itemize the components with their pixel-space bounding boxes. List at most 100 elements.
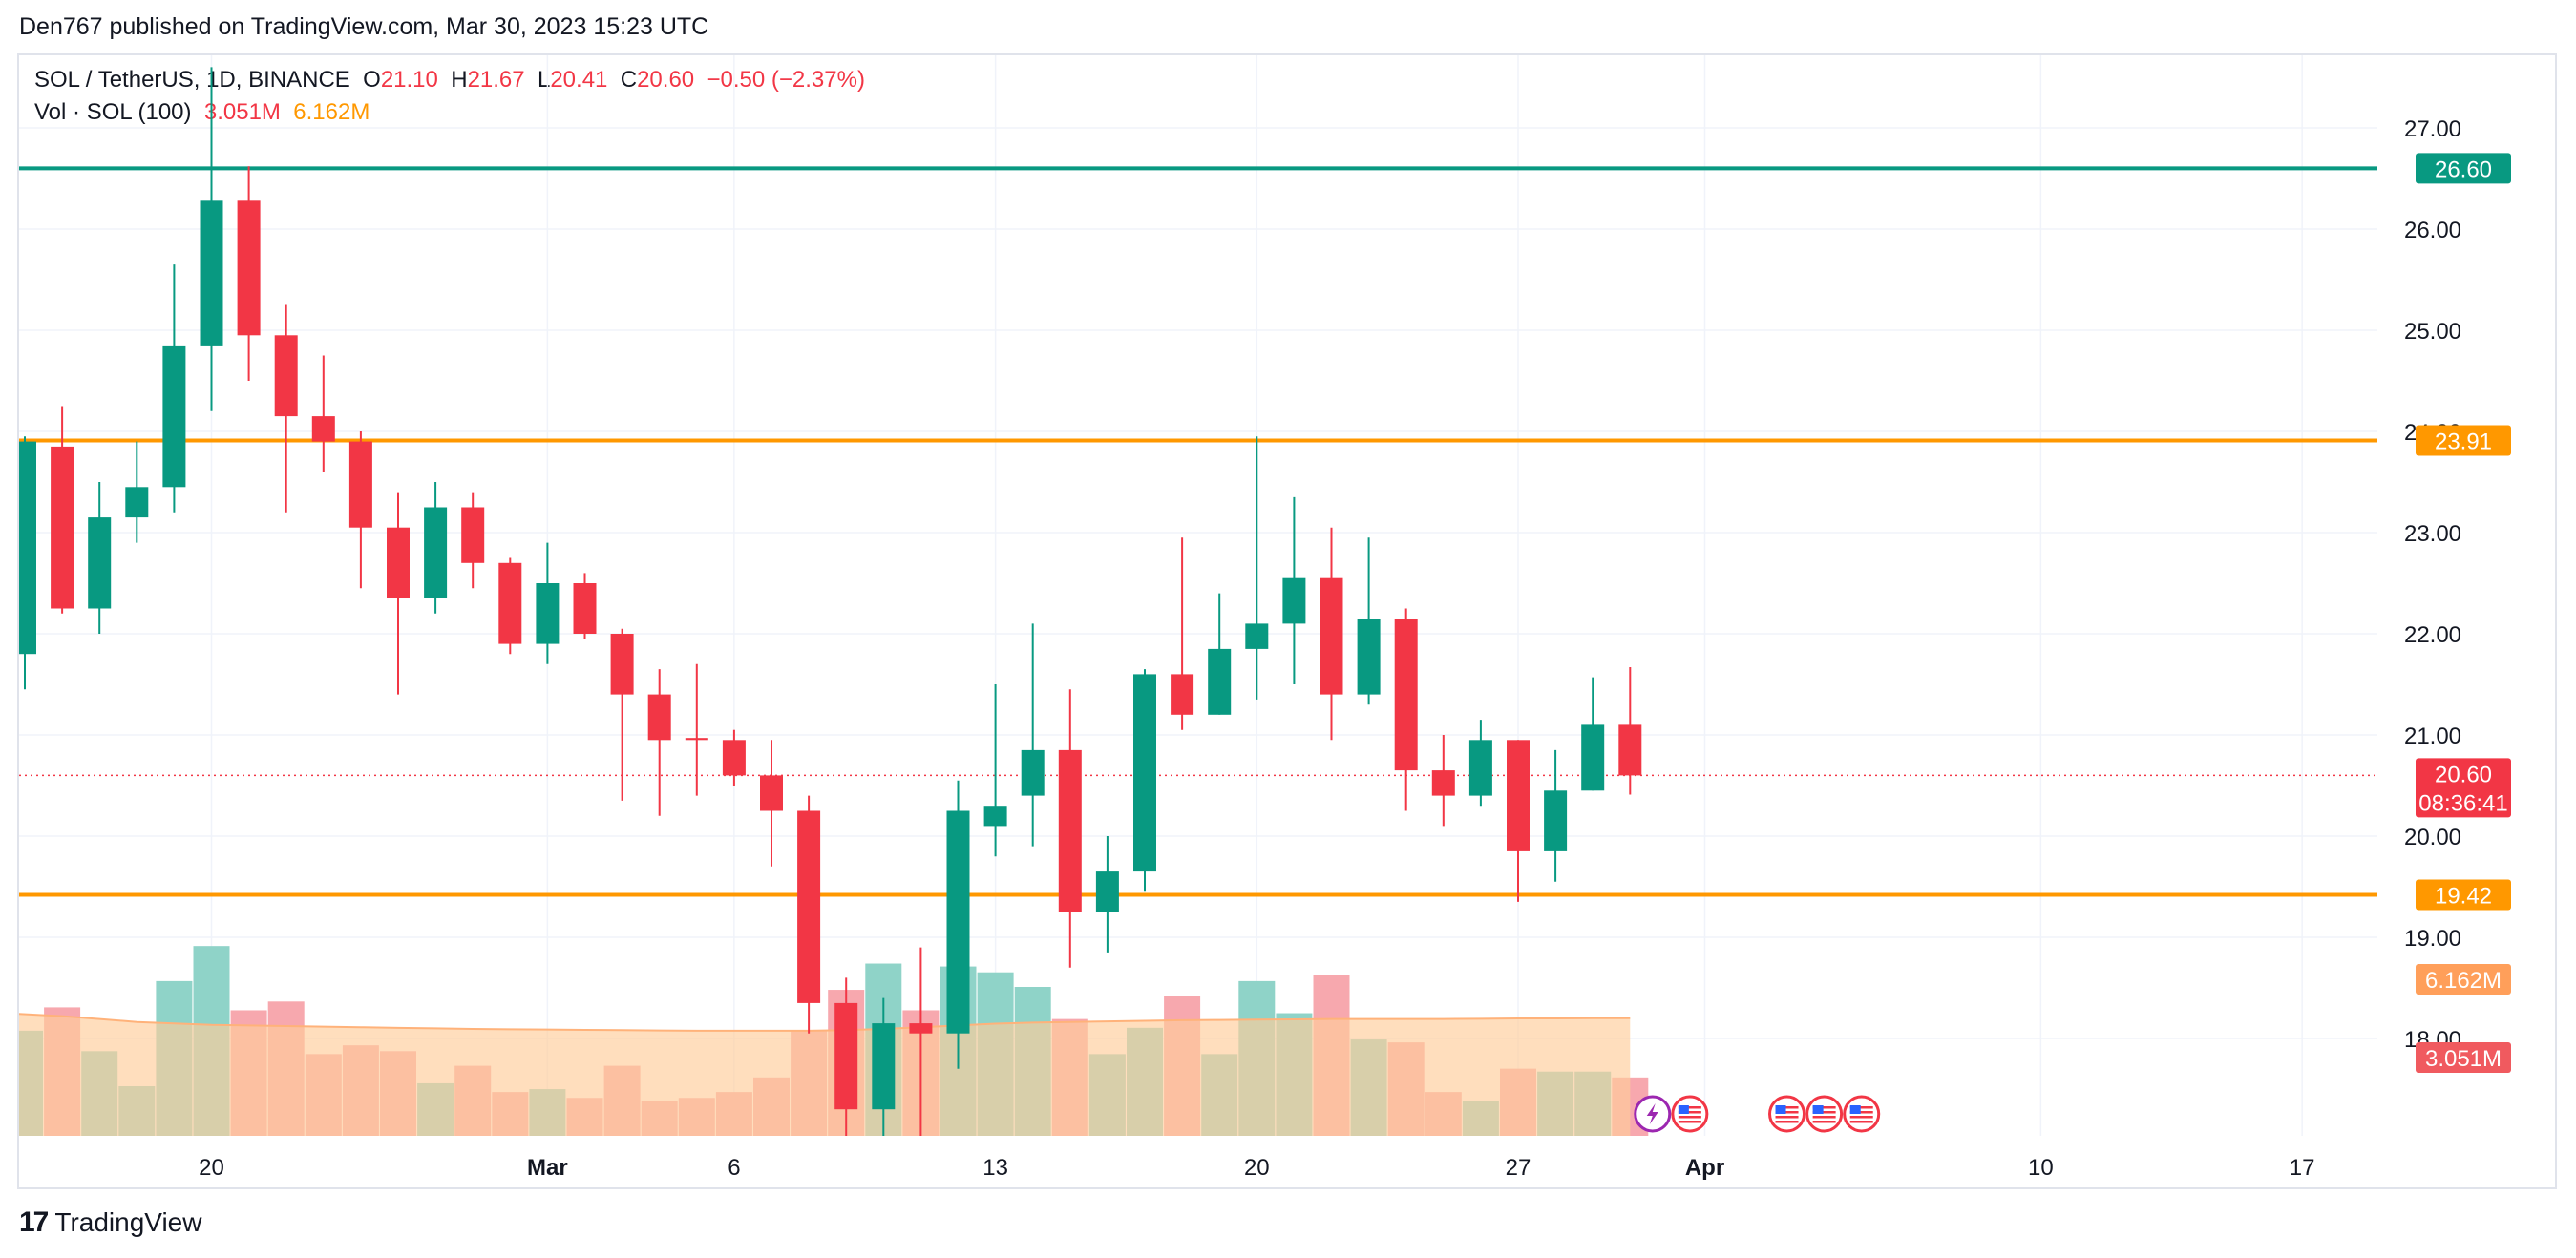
us-flag-stripe-icon bbox=[1678, 1121, 1701, 1123]
candle-body bbox=[946, 810, 970, 1034]
volume-ma-value: 6.162M bbox=[293, 99, 370, 125]
footer-brand: TradingView bbox=[54, 1207, 202, 1237]
time-axis-label: 20 bbox=[1244, 1155, 1270, 1181]
time-axis-label: 10 bbox=[2028, 1155, 2054, 1181]
volume-ma-line bbox=[19, 1013, 1631, 1032]
volume-ma-area bbox=[19, 1014, 1631, 1136]
candle-body bbox=[51, 446, 74, 609]
us-flag-stripe-icon bbox=[1812, 1116, 1836, 1119]
candle-body bbox=[1021, 749, 1045, 796]
us-flag-canton-icon bbox=[1849, 1105, 1861, 1114]
us-flag-icon bbox=[1768, 1095, 1806, 1133]
level-price-label: 23.91 bbox=[2435, 430, 2492, 455]
candle-body bbox=[1058, 749, 1082, 912]
us-flag-stripe-icon bbox=[1678, 1116, 1701, 1119]
volume-indicator-name[interactable]: Vol · SOL (100) bbox=[34, 99, 192, 125]
time-axis-label: Apr bbox=[1685, 1155, 1724, 1181]
close-label: C bbox=[620, 67, 638, 93]
us-flag-canton-icon bbox=[1812, 1105, 1824, 1114]
volume-last-tag bbox=[2416, 1042, 2511, 1073]
low-value: 20.41 bbox=[550, 67, 608, 93]
us-flag-icon bbox=[1671, 1095, 1709, 1133]
us-flag-icon bbox=[1805, 1095, 1844, 1133]
level-price-label: 19.42 bbox=[2435, 883, 2492, 909]
time-axis-label: Mar bbox=[527, 1155, 568, 1181]
candle-body bbox=[797, 810, 821, 1003]
candle-body bbox=[1245, 623, 1269, 649]
candle-body bbox=[1357, 619, 1381, 695]
price-axis-label: 22.00 bbox=[2404, 622, 2461, 648]
candle-body bbox=[424, 507, 448, 598]
candle-body bbox=[1507, 740, 1530, 851]
candle-body bbox=[834, 1002, 858, 1110]
candle-body bbox=[983, 806, 1007, 827]
us-flag-canton-icon bbox=[1775, 1105, 1786, 1114]
candle-body bbox=[909, 1023, 933, 1034]
candle-body bbox=[348, 441, 372, 528]
time-axis-label: 6 bbox=[728, 1155, 740, 1181]
time-axis-label: 27 bbox=[1506, 1155, 1531, 1181]
candle-body bbox=[647, 694, 671, 741]
open-label: O bbox=[363, 67, 381, 93]
open-value: 21.10 bbox=[380, 67, 438, 93]
price-axis-label: 25.00 bbox=[2404, 319, 2461, 345]
time-axis-label: 17 bbox=[2290, 1155, 2315, 1181]
us-flag-stripe-icon bbox=[1812, 1111, 1836, 1114]
candle-body bbox=[162, 345, 186, 488]
us-flag-stripe-icon bbox=[1678, 1111, 1701, 1114]
candle-body bbox=[536, 583, 560, 644]
us-flag-stripe-icon bbox=[1775, 1111, 1799, 1114]
price-axis-label: 21.00 bbox=[2404, 723, 2461, 749]
candle-body bbox=[1133, 674, 1156, 872]
candle-body bbox=[387, 527, 410, 598]
candle-body bbox=[125, 487, 149, 518]
high-value: 21.67 bbox=[467, 67, 525, 93]
candle-body bbox=[610, 634, 634, 695]
price-axis-label: 26.00 bbox=[2404, 218, 2461, 243]
candle-body bbox=[1468, 740, 1492, 796]
volume-ma-tag bbox=[2416, 964, 2511, 995]
candle-body bbox=[1095, 871, 1119, 912]
volume-last-label: 3.051M bbox=[2425, 1046, 2502, 1072]
last-price-label: 20.60 bbox=[2435, 762, 2492, 787]
candle-body bbox=[311, 416, 335, 442]
candle-body bbox=[1431, 770, 1455, 796]
candle-body bbox=[685, 738, 708, 741]
candle-body bbox=[1208, 648, 1232, 715]
publish-info: Den767 published on TradingView.com, Mar… bbox=[19, 13, 709, 40]
candle-body bbox=[274, 335, 298, 417]
footer: 17 TradingView bbox=[19, 1206, 201, 1239]
time-axis-label: 20 bbox=[199, 1155, 224, 1181]
us-flag-stripe-icon bbox=[1849, 1121, 1873, 1123]
candle-body bbox=[1581, 724, 1605, 791]
plot-area[interactable] bbox=[6, 55, 2377, 1140]
candle-body bbox=[1394, 619, 1418, 771]
level-price-tag bbox=[2416, 153, 2511, 184]
candle-body bbox=[88, 517, 112, 609]
candle-body bbox=[722, 740, 746, 776]
candle-body bbox=[1171, 674, 1194, 715]
volume-legend[interactable]: Vol · SOL (100) 3.051M 6.162M bbox=[34, 99, 370, 126]
price-axis-label: 20.00 bbox=[2404, 825, 2461, 850]
candle-body bbox=[872, 1023, 896, 1110]
us-flag-icon bbox=[1843, 1095, 1881, 1133]
volume-ma-label: 6.162M bbox=[2425, 968, 2502, 994]
us-flag-stripe-icon bbox=[1678, 1106, 1701, 1109]
price-axis-label: 19.00 bbox=[2404, 926, 2461, 952]
price-axis-label: 23.00 bbox=[2404, 521, 2461, 547]
us-flag-stripe-icon bbox=[1849, 1111, 1873, 1114]
us-flag-stripe-icon bbox=[1775, 1116, 1799, 1119]
time-axis-label: 13 bbox=[982, 1155, 1008, 1181]
us-flag-stripe-icon bbox=[1775, 1121, 1799, 1123]
level-price-label: 26.60 bbox=[2435, 157, 2492, 182]
candle-body bbox=[573, 583, 597, 634]
candle-body bbox=[1618, 724, 1642, 776]
us-flag-stripe-icon bbox=[1775, 1106, 1799, 1109]
us-flag-stripe-icon bbox=[1849, 1116, 1873, 1119]
tradingview-logo-icon: 17 bbox=[19, 1206, 49, 1238]
last-price-tag bbox=[2416, 758, 2511, 818]
us-flag-stripe-icon bbox=[1812, 1121, 1836, 1123]
candle-body bbox=[760, 775, 783, 811]
candle-body bbox=[498, 562, 522, 644]
